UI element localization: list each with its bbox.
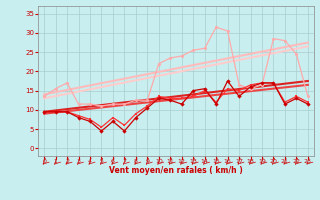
- X-axis label: Vent moyen/en rafales ( km/h ): Vent moyen/en rafales ( km/h ): [109, 166, 243, 175]
